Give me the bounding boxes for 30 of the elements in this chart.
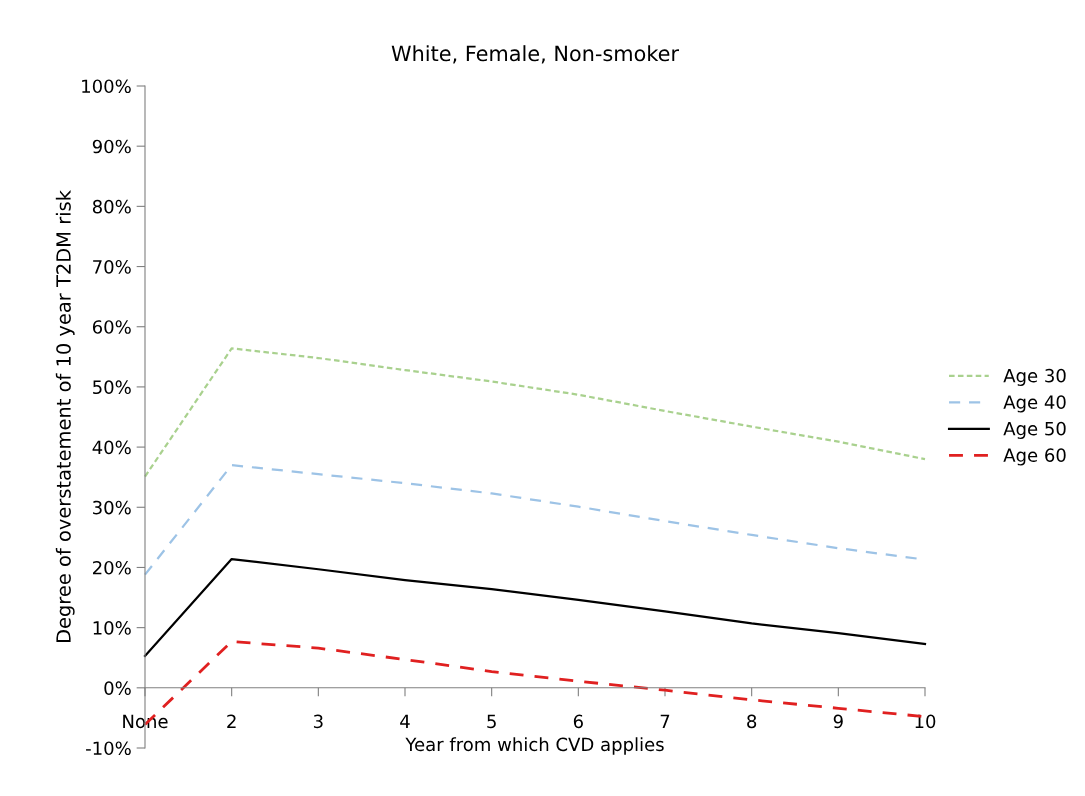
y-tick-label: 80% [92, 199, 131, 214]
y-axis-title: Degree of overstatement of 10 year T2DM risk [55, 190, 75, 643]
x-tick-label: 7 [660, 714, 670, 728]
y-tick-label: 100% [82, 79, 131, 94]
y-tick-label: 60% [92, 320, 131, 334]
line-series [143, 557, 927, 658]
legend-label: Age 40 [1003, 395, 1066, 413]
x-tick-label: 8 [747, 714, 757, 729]
legend-label: Age 30 [1003, 368, 1066, 386]
y-tick-label: 90% [92, 139, 131, 154]
x-tick-label: 5 [487, 714, 496, 729]
y-tick-label: 40% [92, 440, 131, 455]
y-tick-label: 50% [93, 380, 131, 395]
x-tick-label: 6 [573, 714, 583, 729]
y-tick-label: -10% [86, 741, 131, 756]
y-tick-label: 20% [93, 560, 131, 575]
x-tick-label: 4 [400, 714, 410, 728]
x-tick-label: 2 [227, 714, 236, 728]
line-series [143, 347, 927, 478]
legend-label: Age 50 [1003, 421, 1066, 439]
y-tick-label: 70% [93, 260, 131, 274]
x-tick-label: 3 [313, 714, 323, 729]
chart-title: White, Female, Non-smoker [391, 45, 680, 64]
x-tick-label: None [123, 714, 168, 729]
x-axis-title: Year from which CVD applies [405, 737, 664, 755]
y-tick-label: 10% [93, 621, 131, 635]
y-tick-label: 0% [104, 681, 131, 695]
legend-label: Age 60 [1003, 448, 1066, 466]
y-tick-label: 30% [93, 500, 131, 515]
x-tick-label: 9 [833, 714, 843, 729]
